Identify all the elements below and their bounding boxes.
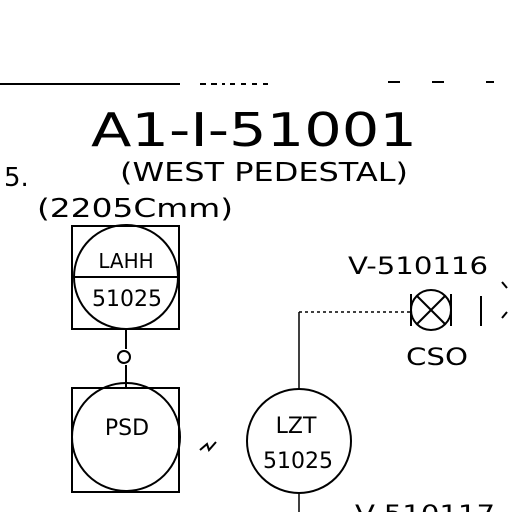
psd-bubble bbox=[71, 382, 181, 492]
valve-upper-label: CSO bbox=[406, 343, 468, 371]
electric-signal-symbol bbox=[199, 441, 217, 452]
lzt-bubble bbox=[246, 388, 352, 494]
elevation-text: (2205Cmm) bbox=[37, 194, 233, 224]
drawing-subtitle: (WEST PEDESTAL) bbox=[120, 158, 408, 188]
valve-lower-tag: V-510117 bbox=[355, 500, 495, 512]
lzt-loop-number: 51025 bbox=[263, 449, 333, 474]
lahh-instrument: LAHH 51025 bbox=[71, 224, 180, 330]
left-fragment-text: 5. bbox=[4, 163, 29, 193]
psd-function-label: PSD bbox=[105, 416, 149, 441]
lahh-psd-connection bbox=[117, 329, 131, 388]
lzt-function-label: LZT bbox=[276, 414, 317, 439]
drawing-tag-number: A1-I-51001 bbox=[91, 103, 417, 157]
valve-upper-symbol bbox=[410, 289, 482, 331]
lahh-loop-number: 51025 bbox=[92, 287, 162, 312]
edge-marks bbox=[501, 281, 508, 319]
lzt-instrument: LZT 51025 bbox=[246, 388, 352, 494]
top-border-line bbox=[0, 81, 494, 85]
psd-instrument: PSD bbox=[71, 382, 181, 493]
lahh-function-label: LAHH bbox=[98, 249, 153, 273]
valve-upper-tag: V-510116 bbox=[348, 252, 488, 280]
process-line-to-valve bbox=[298, 311, 410, 512]
